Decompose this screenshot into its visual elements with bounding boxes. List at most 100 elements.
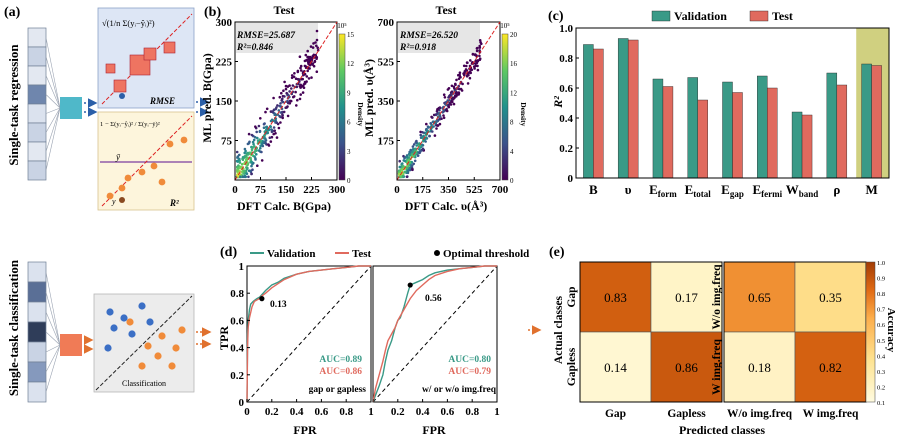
d1-ylabel: TPR [217,326,231,350]
b2-point [421,144,425,147]
e-cell [650,331,723,403]
b2-point [418,151,422,155]
b2-colorbar-tick: 4 [510,148,514,156]
b2-ytick-label: 350 [378,96,395,108]
c-bar-test [732,92,743,179]
panel-label-e: (e) [549,245,565,260]
connector-line [45,344,61,373]
b1-colorbar [338,33,346,181]
c-bar-validation [687,77,698,179]
b1-point [298,55,302,58]
b2-point [398,170,402,173]
c-category-label: υ [625,182,632,197]
b1-point [315,29,319,33]
dotted-arrows [84,98,98,117]
b1-point [283,80,286,84]
b1-point [246,151,249,155]
rmse-square [113,79,127,93]
e-cell-value: 0.14 [604,360,627,375]
b1-point [316,46,320,49]
e-colorbar [865,261,876,403]
b1-point [270,118,274,122]
b1-point [281,113,284,116]
b1-point [315,70,319,73]
b1-ylabel: ML pred. B(Gpa) [200,53,214,142]
b1-point [295,85,299,89]
b2-identity-line [396,21,501,181]
b2-point [454,91,458,95]
b2-point [473,53,477,57]
e-y-category-left: Gap [566,286,578,307]
b2-point [431,130,434,133]
b1-point [251,168,254,171]
e-cell-value: 0.86 [675,360,698,375]
b1-point [279,121,282,124]
b2-point [402,165,405,168]
b2-point [405,154,409,157]
b2-point [445,109,449,113]
connector-line [45,107,61,171]
b1-point [251,140,255,144]
b2-point [408,150,411,154]
b1-point [290,76,294,80]
b2-point [408,153,412,157]
feature-cell [27,341,47,363]
b1-point [250,164,253,168]
b1-point [242,172,245,175]
b2-point [401,168,404,171]
b1-point [262,140,266,144]
b1-point [243,147,247,151]
b1-point [273,113,277,116]
b2-point [450,84,454,88]
b1-point [274,132,277,135]
rmse-formula: √(1/n Σ(yᵢ−ŷᵢ)²) [102,18,155,28]
b1-point [250,160,253,164]
b1-point [259,117,262,120]
b1-point [245,158,249,161]
e-colorbar-tick: 0.8 [877,291,885,298]
b1-r2: R²=0.846 [236,43,273,53]
e-colorbar-tick: 0.6 [877,322,886,329]
b1-point [238,153,241,157]
b1-point [296,70,300,74]
b2-colorbar-tick: 8 [510,119,514,127]
d2-xtick-label: 0.8 [465,406,479,418]
d1-auc-validation: AUC=0.89 [319,355,362,365]
b1-point [268,136,272,139]
d1-threshold-label: 0.13 [270,300,287,310]
b1-point [281,116,285,120]
class-points-blue [104,302,154,352]
d1-ytick-label: 0.2 [230,370,244,382]
b1-xtick-label: 300 [329,184,346,196]
b1-point [278,95,282,99]
b1-point [301,77,305,81]
d1-xlabel: FPR [293,423,317,437]
b1-point [285,91,289,95]
b2-point [458,71,462,74]
c-category-label: Etotal [685,182,712,199]
b1-point [287,101,290,105]
e-xlabel: Predicted classes [679,423,765,437]
e-x-category: Gapless [667,408,706,420]
b1-point [290,87,293,90]
classification-side-label: Single-task classification [6,259,21,396]
b1-title: Test [274,3,295,17]
c-category-label: Efermi [752,182,782,199]
b1-point [298,97,302,101]
b1-point [245,172,249,175]
e-colorbar-tick: 0.7 [877,307,886,314]
feature-cell [27,141,47,162]
b1-point [286,114,290,118]
panel-label-a: (a) [4,5,21,20]
b1-point [284,84,288,88]
b2-xtick-label: 350 [440,184,457,196]
b2-point [465,64,468,68]
b1-point [250,133,254,137]
b2-point [427,126,430,129]
b1-point [262,126,266,129]
feature-cell [27,46,47,67]
d1-ytick-label: 0 [239,397,245,409]
c-bar-validation [861,63,872,179]
b2-point [436,108,439,111]
b1-colorbar-tick: 6 [347,119,351,127]
